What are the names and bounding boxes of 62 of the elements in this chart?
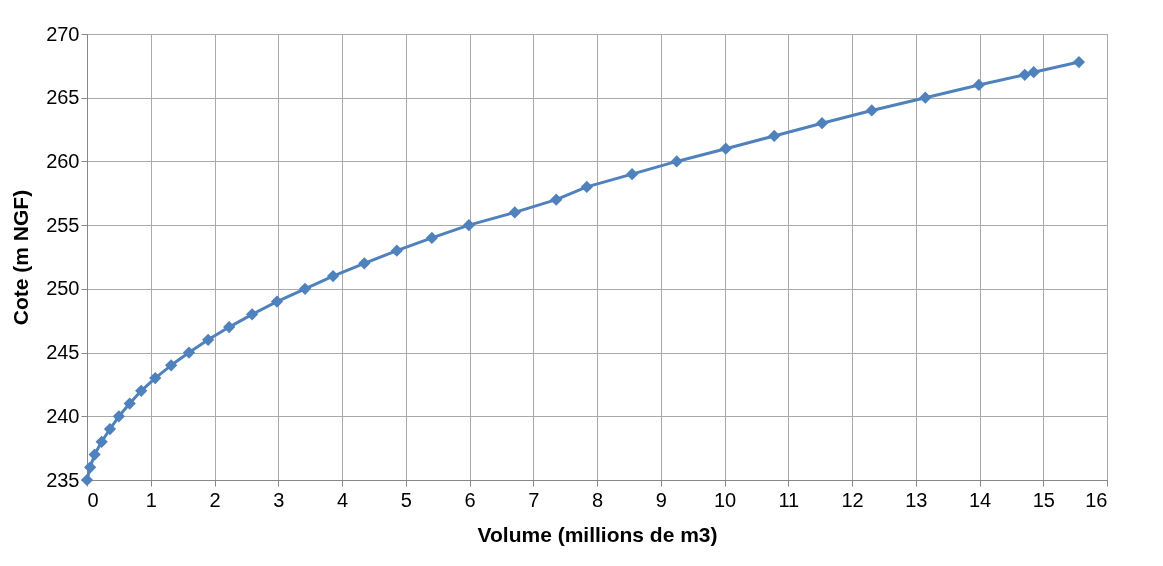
point (972, 78, 985, 92)
point (508, 206, 521, 219)
point (270, 295, 284, 308)
point (80, 473, 94, 487)
x-tick-label: 7 (528, 488, 540, 511)
point (298, 282, 312, 295)
point (245, 308, 259, 321)
point (182, 346, 196, 359)
x-tick-label: 12 (841, 488, 864, 511)
x-tick-label: 6 (464, 488, 476, 511)
point (719, 142, 732, 155)
point (123, 397, 136, 410)
x-tick-label: 5 (400, 488, 412, 511)
point (550, 193, 563, 206)
x-tick-label: 9 (655, 488, 667, 511)
x-tick-label: 1 (145, 488, 157, 511)
y-tick-label: 245 (46, 341, 80, 364)
point (815, 117, 829, 130)
point (88, 448, 101, 461)
y-tick-label: 265 (46, 86, 80, 109)
point (326, 269, 340, 283)
point (919, 91, 932, 104)
x-tick-label: 11 (778, 488, 800, 511)
point (95, 435, 108, 448)
point (865, 104, 878, 117)
y-tick-label: 250 (46, 277, 80, 300)
y-tick-label: 240 (46, 404, 80, 427)
x-tick-label: 13 (905, 488, 928, 511)
x-tick-label: 0 (87, 488, 99, 511)
x-tick-label: 16 (1085, 488, 1108, 511)
x-tick-label: 10 (713, 488, 737, 511)
point (670, 155, 683, 168)
point (84, 461, 97, 474)
point (1018, 68, 1031, 81)
y-tick-label: 235 (46, 468, 80, 491)
y-tick-label: 255 (46, 213, 80, 236)
point (165, 359, 178, 372)
x-tick-label: 15 (1032, 488, 1055, 511)
point (425, 231, 439, 245)
point (625, 168, 639, 181)
point (103, 422, 117, 436)
y-axis-title: Cote (m NGF) (9, 189, 33, 326)
point (358, 257, 371, 270)
point (1027, 66, 1040, 79)
point (112, 410, 125, 423)
point (223, 320, 236, 334)
x-tick-label: 3 (273, 488, 285, 511)
point (462, 219, 475, 232)
y-tick-label: 270 (46, 22, 80, 45)
point (1072, 55, 1086, 69)
point (768, 129, 781, 143)
x-tick-label: 14 (968, 488, 992, 511)
y-tick-label: 260 (46, 149, 80, 172)
point (580, 180, 593, 194)
point (390, 244, 403, 257)
x-tick-label: 2 (209, 488, 221, 511)
point (135, 384, 148, 397)
x-axis-title: Volume (millions de m3) (477, 522, 718, 546)
point (202, 333, 215, 346)
x-tick-label: 4 (336, 488, 349, 511)
point (149, 371, 162, 385)
x-tick-label: 8 (591, 488, 604, 511)
